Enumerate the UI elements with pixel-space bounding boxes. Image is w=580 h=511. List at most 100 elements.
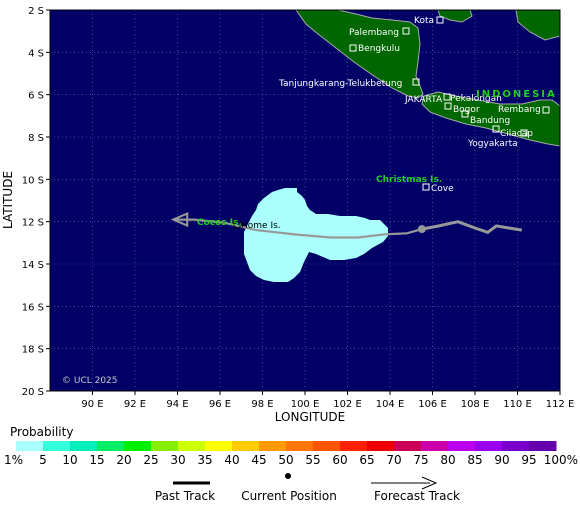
longitude-ticks: 90 E 92 E 94 E 96 E 98 E 100 E 102 E 104 E 106 E… [81,391,574,410]
java-land [421,91,560,147]
latitude-ticks: 2 S 4 S 6 S 8 S 10 S 12 S 14 S 16 S 18 S 20 S [22,6,50,398]
probability-bin-label: 5 [39,453,47,467]
probability-bin-label: 30 [170,453,185,467]
lon-tick-label: 112 E [546,399,575,410]
probability-swatch [367,441,395,451]
probability-swatch [232,441,260,451]
bengkulu-label: Bengkulu [358,44,400,54]
x-axis-title: LONGITUDE [275,410,345,424]
lat-tick-label: 16 S [22,302,44,313]
probability-swatch [70,441,98,451]
probability-swatch [340,441,368,451]
lat-tick-label: 20 S [22,387,44,398]
probability-swatch [259,441,287,451]
home-island-label: Home Is. [241,221,281,231]
probability-bin-label: 45 [251,453,266,467]
probability-bin-label: 65 [359,453,374,467]
bandung-label: Bandung [470,116,510,126]
track-layer [170,212,523,239]
kota-label: Kota [414,16,434,26]
past-track-key-label: Past Track [155,489,215,503]
current-position-marker [417,225,426,234]
forecast-track-arrowhead [170,212,189,228]
kota-marker [436,16,444,24]
probability-bin-labels: 1% 5 10 15 20 25 30 35 40 45 50 55 60 65 70 75 80 85 90 95 1… [4,453,578,467]
probability-bin-label: 85 [467,453,482,467]
probability-bin-label: 25 [143,453,158,467]
cove-label: Cove [431,184,454,194]
yogyakarta-marker [520,129,528,137]
probability-swatch [286,441,314,451]
palembang-label: Palembang [349,28,399,38]
lon-tick-label: 102 E [333,399,362,410]
jakarta-marker [443,93,451,101]
lat-tick-label: 2 S [28,6,44,17]
lat-tick-label: 18 S [22,345,44,356]
bogor-label: Bogor [453,105,480,115]
bogor-marker [444,102,452,110]
christmas-island-label: Christmas Is. [376,175,442,185]
lon-tick-label: 94 E [166,399,188,410]
probability-swatch [394,441,422,451]
probability-bin-label: 1% [4,453,23,467]
probability-bin-label: 75 [413,453,428,467]
sumatra-land [295,10,424,99]
probability-swatch [475,441,503,451]
lat-tick-label: 12 S [22,218,44,229]
lon-tick-label: 110 E [503,399,532,410]
tanjungkarang-label: Tanjungkarang-Telukbetung [278,79,402,89]
lon-tick-label: 90 E [81,399,103,410]
probability-swatch [421,441,449,451]
lat-tick-label: 10 S [22,175,44,186]
pekalongan-label: Pekalongan [450,94,502,104]
bandung-marker [461,110,469,118]
lat-tick-label: 4 S [28,48,44,59]
probability-bin-label: 40 [224,453,239,467]
probability-bin-label: 60 [332,453,347,467]
y-axis-title: LATITUDE [1,171,15,229]
probability-bin-label: 70 [386,453,401,467]
tanjungkarang-marker [412,78,420,86]
current-position-key-label: Current Position [241,489,337,503]
cocos-island-label: Cocos Is. [197,218,242,228]
forecast-track-key-arrow [421,476,438,490]
probability-bin-label: 55 [305,453,320,467]
yogyakarta-label: Yogyakarta [467,139,518,149]
probability-swatch [43,441,71,451]
borneo-land [515,10,560,41]
probability-swatch [151,441,179,451]
lon-tick-label: 96 E [209,399,231,410]
copyright-label: © UCL 2025 [62,376,118,386]
forecast-track-line [173,218,423,239]
lat-tick-label: 8 S [28,133,44,144]
probability-bin-label: 10 [62,453,77,467]
lon-tick-label: 106 E [418,399,447,410]
probability-colorbar [16,441,557,451]
probability-swatch [313,441,341,451]
legend-title: Probability [10,425,73,439]
forecast-track-key-label: Forecast Track [374,489,460,503]
probability-swatch [205,441,233,451]
lat-tick-label: 6 S [28,91,44,102]
probability-swatch [97,441,125,451]
current-position-key-dot [285,473,291,479]
rembang-marker [542,106,550,114]
bengkulu-marker [349,44,357,52]
grid-lines [50,10,560,391]
probability-bin-label: 50 [278,453,293,467]
lon-tick-label: 104 E [376,399,405,410]
home-island-marker [233,221,241,229]
rembang-label: Rembang [498,105,541,115]
probability-swatch [124,441,152,451]
probability-swatch [448,441,476,451]
probability-bin-label: 35 [197,453,212,467]
cove-marker [422,183,430,191]
probability-swatch [502,441,530,451]
lon-tick-label: 98 E [251,399,273,410]
probability-bin-label: 80 [440,453,455,467]
lon-tick-label: 108 E [461,399,490,410]
cilacap-label: Cilacap [500,129,533,139]
place-layer: Palembang Kota Bengkulu Tanjungkarang-Te… [197,16,555,231]
lon-tick-label: 100 E [291,399,320,410]
probability-swatch [529,441,557,451]
